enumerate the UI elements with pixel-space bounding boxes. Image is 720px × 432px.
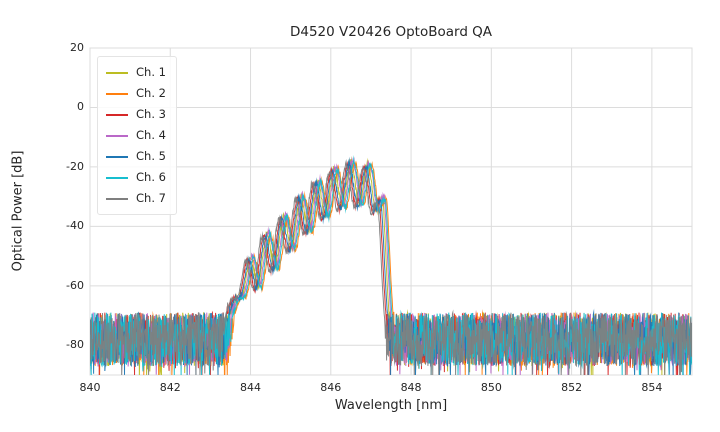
y-tick-label: 20 (70, 41, 84, 54)
legend-item: Ch. 7 (106, 188, 166, 209)
x-tick-label: 840 (79, 381, 101, 394)
legend-item: Ch. 1 (106, 62, 166, 83)
legend-line-swatch (106, 92, 128, 95)
y-tick-label: -20 (66, 159, 84, 173)
legend-line-swatch (106, 113, 128, 116)
legend-label: Ch. 2 (136, 86, 166, 100)
legend-label: Ch. 3 (136, 107, 166, 121)
x-tick-label: 842 (159, 381, 181, 394)
legend-label: Ch. 6 (136, 170, 166, 184)
x-tick-label: 848 (400, 381, 422, 394)
legend-line-swatch (106, 71, 128, 74)
legend-line-swatch (106, 197, 128, 200)
x-tick-label: 844 (240, 381, 262, 394)
legend-label: Ch. 5 (136, 149, 166, 163)
legend-item: Ch. 4 (106, 125, 166, 146)
x-tick-label: 846 (320, 381, 342, 394)
y-tick-label: 0 (77, 100, 84, 114)
legend: Ch. 1 Ch. 2 Ch. 3 Ch. 4 Ch. 5 Ch. 6 Ch. 7 (97, 56, 177, 215)
legend-item: Ch. 5 (106, 146, 166, 167)
legend-label: Ch. 1 (136, 65, 166, 79)
legend-line-swatch (106, 134, 128, 137)
y-axis-label: Optical Power [dB] (10, 150, 26, 272)
y-tick-label: -40 (66, 219, 84, 233)
x-tick-label: 854 (641, 381, 663, 394)
chart-title: D4520 V20426 OptoBoard QA (289, 24, 493, 40)
x-axis-label: Wavelength [nm] (334, 398, 448, 413)
x-tick-label: 850 (480, 381, 502, 394)
legend-item: Ch. 3 (106, 104, 166, 125)
legend-line-swatch (106, 155, 128, 158)
legend-label: Ch. 4 (136, 128, 166, 142)
legend-item: Ch. 6 (106, 167, 166, 188)
x-tick-label: 852 (561, 381, 583, 394)
legend-label: Ch. 7 (136, 191, 166, 205)
legend-item: Ch. 2 (106, 83, 166, 104)
y-tick-label: -60 (66, 278, 84, 292)
legend-line-swatch (106, 176, 128, 179)
y-tick-label: -80 (66, 338, 84, 352)
